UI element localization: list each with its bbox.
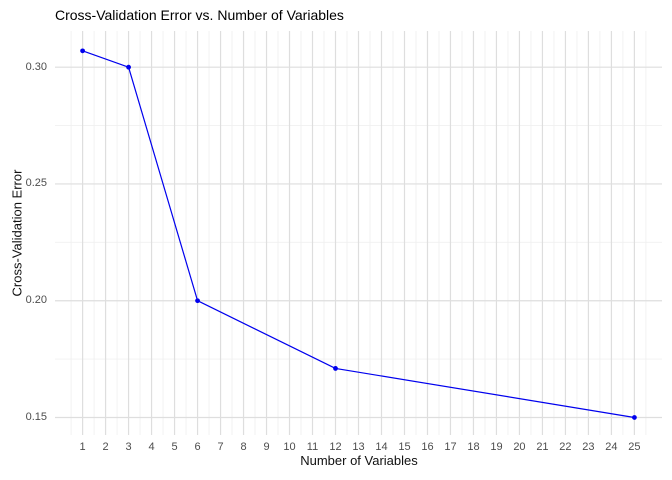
x-tick-label: 8 <box>240 441 247 453</box>
x-tick-label: 16 <box>421 441 434 453</box>
x-tick-label: 12 <box>329 441 342 453</box>
data-point <box>632 415 637 420</box>
x-tick-label: 13 <box>352 441 365 453</box>
x-tick-label: 22 <box>559 441 572 453</box>
x-tick-label: 14 <box>375 441 388 453</box>
x-tick-label: 20 <box>513 441 526 453</box>
y-tick-label: 0.15 <box>25 410 47 423</box>
x-tick-label: 15 <box>398 441 411 453</box>
x-tick-label: 19 <box>490 441 503 453</box>
x-tick-label: 10 <box>283 441 296 453</box>
x-tick-label: 7 <box>217 441 224 453</box>
x-tick-label: 18 <box>467 441 480 453</box>
x-tick-label: 4 <box>148 441 155 453</box>
x-axis-title: Number of Variables <box>300 453 418 468</box>
x-tick-label: 17 <box>444 441 457 453</box>
data-point <box>80 48 85 54</box>
x-tick-label: 5 <box>171 441 178 453</box>
data-point <box>126 64 131 70</box>
data-point <box>333 366 338 371</box>
x-tick-label: 9 <box>263 441 270 453</box>
x-tick-label: 23 <box>582 441 595 453</box>
x-tick-label: 6 <box>194 441 201 453</box>
x-tick-label: 24 <box>605 441 618 453</box>
x-tick-label: 2 <box>102 441 109 453</box>
y-tick-label: 0.25 <box>25 177 47 190</box>
x-tick-label: 11 <box>306 441 319 453</box>
x-tick-label: 3 <box>125 441 132 453</box>
x-tick-label: 21 <box>536 441 549 453</box>
x-tick-label: 1 <box>79 441 86 453</box>
data-point <box>195 298 200 304</box>
chart-title: Cross-Validation Error vs. Number of Var… <box>55 7 344 23</box>
y-tick-label: 0.30 <box>25 60 47 73</box>
x-tick-label: 25 <box>628 441 641 453</box>
y-tick-label: 0.20 <box>25 294 47 307</box>
